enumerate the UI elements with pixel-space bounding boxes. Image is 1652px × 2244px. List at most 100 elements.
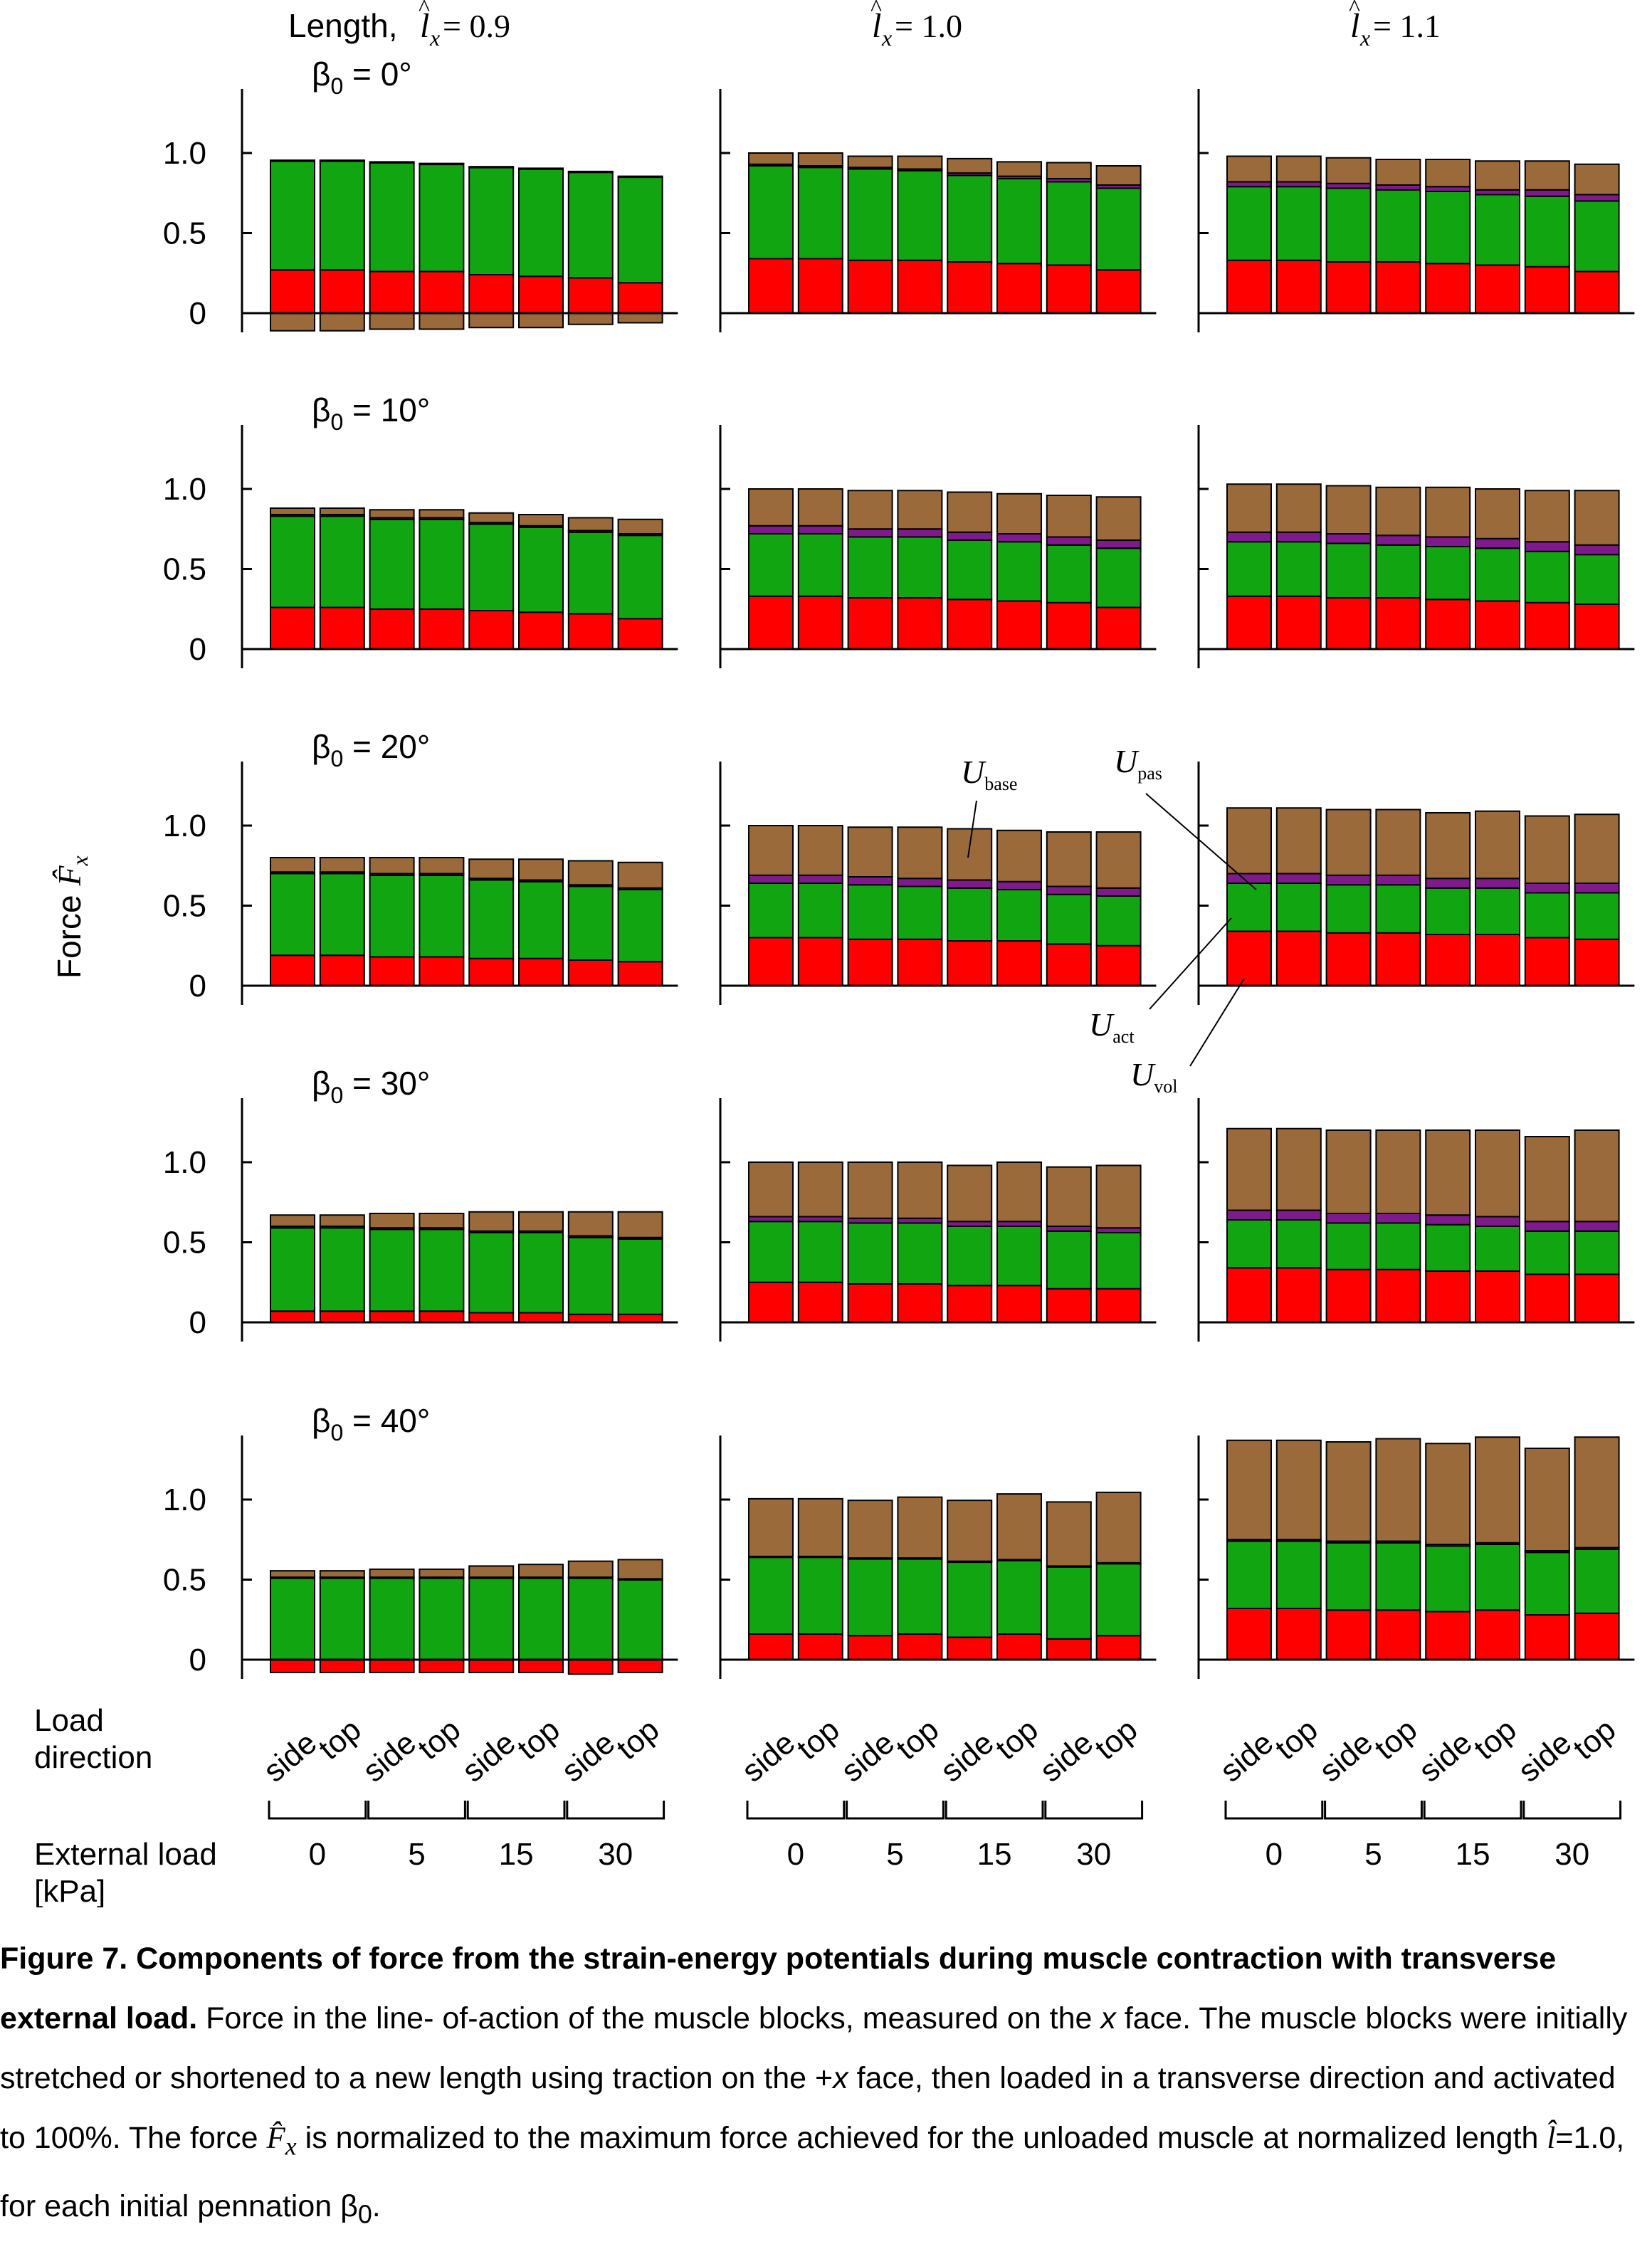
header-sub: x: [1359, 25, 1370, 51]
bar-act: [1226, 541, 1272, 597]
bar-pas: [1524, 541, 1570, 552]
caption-body-7: .: [372, 2188, 381, 2223]
load-group-label: 5: [1364, 1837, 1382, 1872]
bar-pas: [1226, 1209, 1272, 1221]
bar-base: [1524, 1136, 1570, 1223]
panel-r3-c0: 0 0.5 1.0: [163, 1098, 678, 1342]
bar-act: [1475, 1544, 1520, 1611]
bar-act: [270, 873, 315, 957]
load-group-bracket: [566, 1801, 665, 1820]
column-header-1: l^ x = 1.0: [870, 0, 962, 51]
bar-vol: [468, 610, 515, 650]
bar-base: [847, 826, 893, 878]
bar-base: [996, 492, 1042, 534]
bar-base: [1524, 160, 1570, 191]
bar-pas: [797, 874, 843, 884]
bar-base: [270, 312, 315, 332]
bar-pas: [270, 159, 315, 162]
bar-vol: [897, 1633, 943, 1660]
panel-r1-c2: [1197, 425, 1635, 668]
bar-act: [1574, 1230, 1620, 1275]
bar-vol: [1524, 1273, 1570, 1323]
bar-vol: [1046, 1287, 1092, 1323]
load-direction-side: side: [934, 1725, 1000, 1789]
annotation-pas: Upas: [1114, 743, 1257, 890]
bar-base: [1524, 1448, 1570, 1552]
bar-act: [847, 536, 893, 599]
bar-act: [797, 167, 843, 260]
bar-base: [897, 1496, 943, 1559]
y-tick-label: 0.5: [163, 552, 206, 587]
bar-pas: [1475, 878, 1520, 889]
bar-pas: [897, 528, 943, 538]
bar-pas: [1275, 531, 1322, 543]
bar-pas: [1574, 883, 1620, 894]
caption-body-5: =1.0, for each initial pennation β: [0, 2121, 1625, 2223]
bar-base: [1275, 155, 1322, 183]
bar-pas: [468, 166, 515, 169]
annotation-act: Uact: [1089, 917, 1232, 1047]
bar-act: [1375, 1542, 1421, 1611]
bar-act: [1275, 541, 1322, 597]
bar-base: [1226, 807, 1272, 875]
header-hat: ^: [870, 0, 882, 21]
bar-vol: [996, 1633, 1042, 1660]
bar-vol: [996, 600, 1042, 650]
bar-base: [1095, 1491, 1142, 1564]
load-group-bracket: [268, 1801, 367, 1820]
external-load-label: [kPa]: [34, 1874, 105, 1907]
bar-vol: [567, 613, 614, 650]
load-direction-side: side: [1214, 1725, 1280, 1789]
bar-act: [847, 1222, 893, 1285]
bar-pas: [1375, 874, 1421, 886]
header-var: l: [1350, 7, 1359, 45]
load-group-bracket: [1324, 1801, 1423, 1820]
bar-vol: [847, 1283, 893, 1323]
bar-base: [270, 1214, 315, 1227]
bar-base: [847, 1500, 893, 1559]
bar-vol: [270, 1310, 315, 1323]
bar-base: [468, 1211, 515, 1232]
caption-x2: x: [833, 2061, 848, 2095]
load-group-label: 0: [787, 1837, 804, 1872]
load-group-bracket: [1044, 1801, 1144, 1820]
bar-vol: [319, 1659, 365, 1673]
bar-act: [996, 1226, 1042, 1287]
bar-vol: [847, 1635, 893, 1660]
bar-vol: [468, 274, 515, 314]
bar-act: [1524, 892, 1570, 939]
column-headers: Length, l^x = 0.9 l^x = 1.0 l^x = 1.1: [288, 0, 1441, 51]
load-direction-top: top: [1368, 1712, 1424, 1766]
bar-pas: [748, 525, 794, 534]
bar-pas: [947, 531, 993, 541]
bar-base: [518, 1211, 564, 1232]
bar-vol: [947, 1636, 993, 1660]
bar-vol: [996, 940, 1042, 986]
header-hat: ^: [419, 0, 430, 21]
bar-pas: [1574, 194, 1620, 202]
bar-vol: [1275, 1267, 1322, 1323]
bar-vol: [1574, 604, 1620, 650]
bar-act: [518, 1232, 564, 1314]
load-group-label: 15: [499, 1837, 534, 1872]
bar-pas: [1475, 1216, 1520, 1227]
bar-act: [1425, 1545, 1471, 1613]
bar-vol: [419, 956, 465, 986]
bar-act: [748, 1556, 794, 1635]
bar-vol: [1095, 944, 1142, 986]
bar-base: [1425, 812, 1471, 880]
bar-base: [617, 1211, 663, 1238]
bar-pas: [1275, 181, 1322, 188]
bar-act: [567, 1577, 614, 1660]
bar-act: [1275, 1219, 1322, 1269]
load-direction-label: Load: [34, 1703, 104, 1738]
annotation-leader: [1149, 917, 1232, 1010]
bar-act: [518, 168, 564, 278]
bar-vol: [270, 606, 315, 650]
annotation-leader: [967, 800, 977, 858]
bar-vol: [1574, 270, 1620, 314]
load-direction-top: top: [1088, 1712, 1144, 1766]
bar-vol: [468, 1312, 515, 1323]
